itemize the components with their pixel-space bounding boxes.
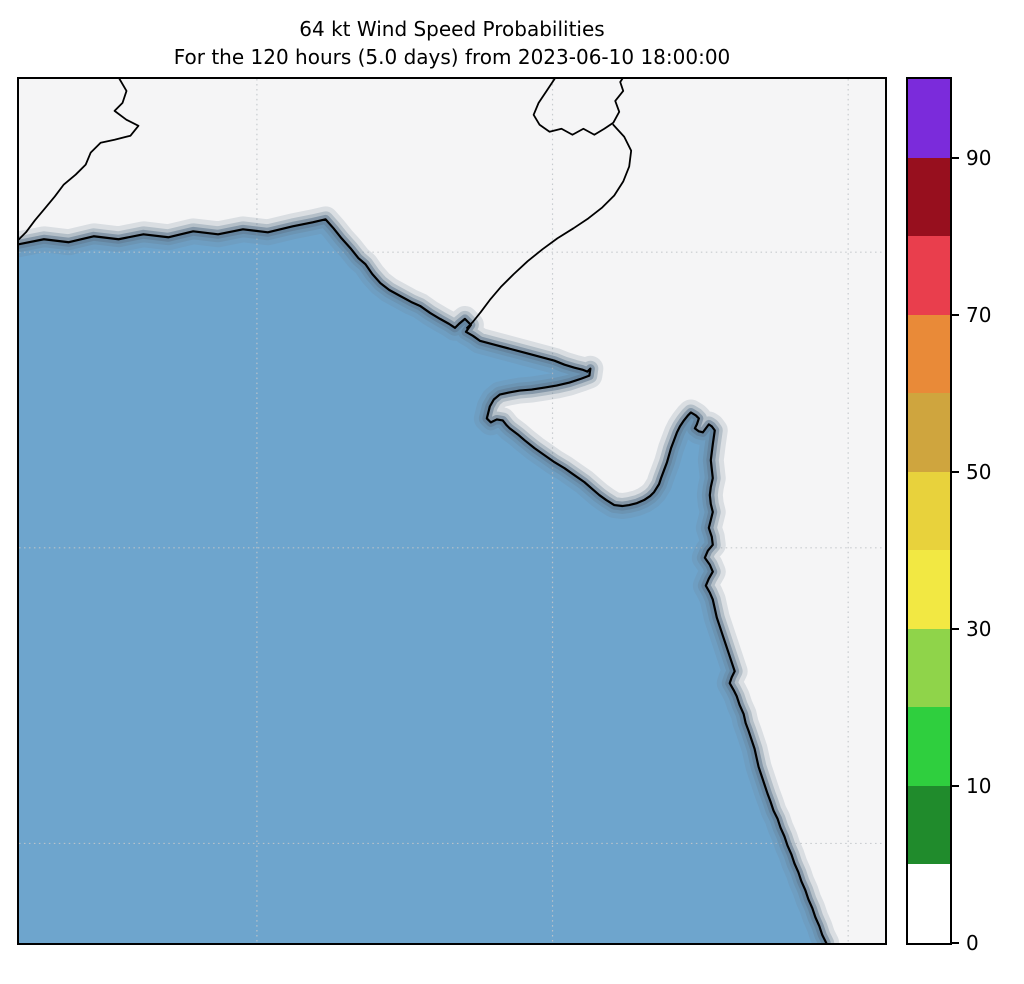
graticule — [19, 79, 885, 943]
colorbar-ticks: 0 10 30 50 70 90 — [952, 77, 1022, 955]
colorbar-segment-80-90 — [908, 157, 950, 237]
map-axes — [17, 77, 887, 945]
colorbar-segment-90-100 — [908, 79, 950, 158]
colorbar-segments — [908, 79, 950, 944]
colorbar-tick-mark — [952, 942, 959, 944]
chart-title-line1: 64 kt Wind Speed Probabilities — [299, 17, 605, 41]
colorbar-tick-mark — [952, 470, 959, 473]
chart-title: 64 kt Wind Speed Probabilities For the 1… — [17, 15, 887, 71]
colorbar-tick-label: 90 — [966, 145, 992, 170]
colorbar-segment-40-50 — [908, 471, 950, 551]
colorbar — [906, 77, 952, 945]
colorbar-segment-20-30 — [908, 628, 950, 708]
colorbar-segment-50-60 — [908, 393, 950, 472]
colorbar-tick-mark — [952, 313, 959, 316]
colorbar-tick-mark — [952, 784, 959, 787]
colorbar-tick-label: 10 — [966, 773, 992, 798]
colorbar-segment-10-20 — [908, 707, 950, 786]
colorbar-segment-60-70 — [908, 314, 950, 394]
coastline-map — [19, 79, 885, 943]
inland-border-kutch — [466, 123, 633, 329]
colorbar-tick-label: 50 — [966, 459, 992, 484]
colorbar-segment-0-5 — [908, 864, 950, 944]
colorbar-tick-mark — [952, 156, 959, 159]
inland-border-north — [532, 79, 625, 136]
colorbar-tick-label: 0 — [966, 931, 979, 955]
coastline — [19, 218, 828, 943]
colorbar-segment-70-80 — [908, 236, 950, 315]
chart-title-line2: For the 120 hours (5.0 days) from 2023-0… — [173, 45, 731, 69]
colorbar-tick-label: 70 — [966, 302, 992, 327]
colorbar-tick-mark — [952, 627, 959, 630]
inland-border-northwest — [19, 79, 140, 241]
colorbar-segment-5-10 — [908, 785, 950, 865]
colorbar-tick-label: 30 — [966, 616, 992, 641]
colorbar-segment-30-40 — [908, 550, 950, 629]
ocean-area — [19, 219, 827, 943]
